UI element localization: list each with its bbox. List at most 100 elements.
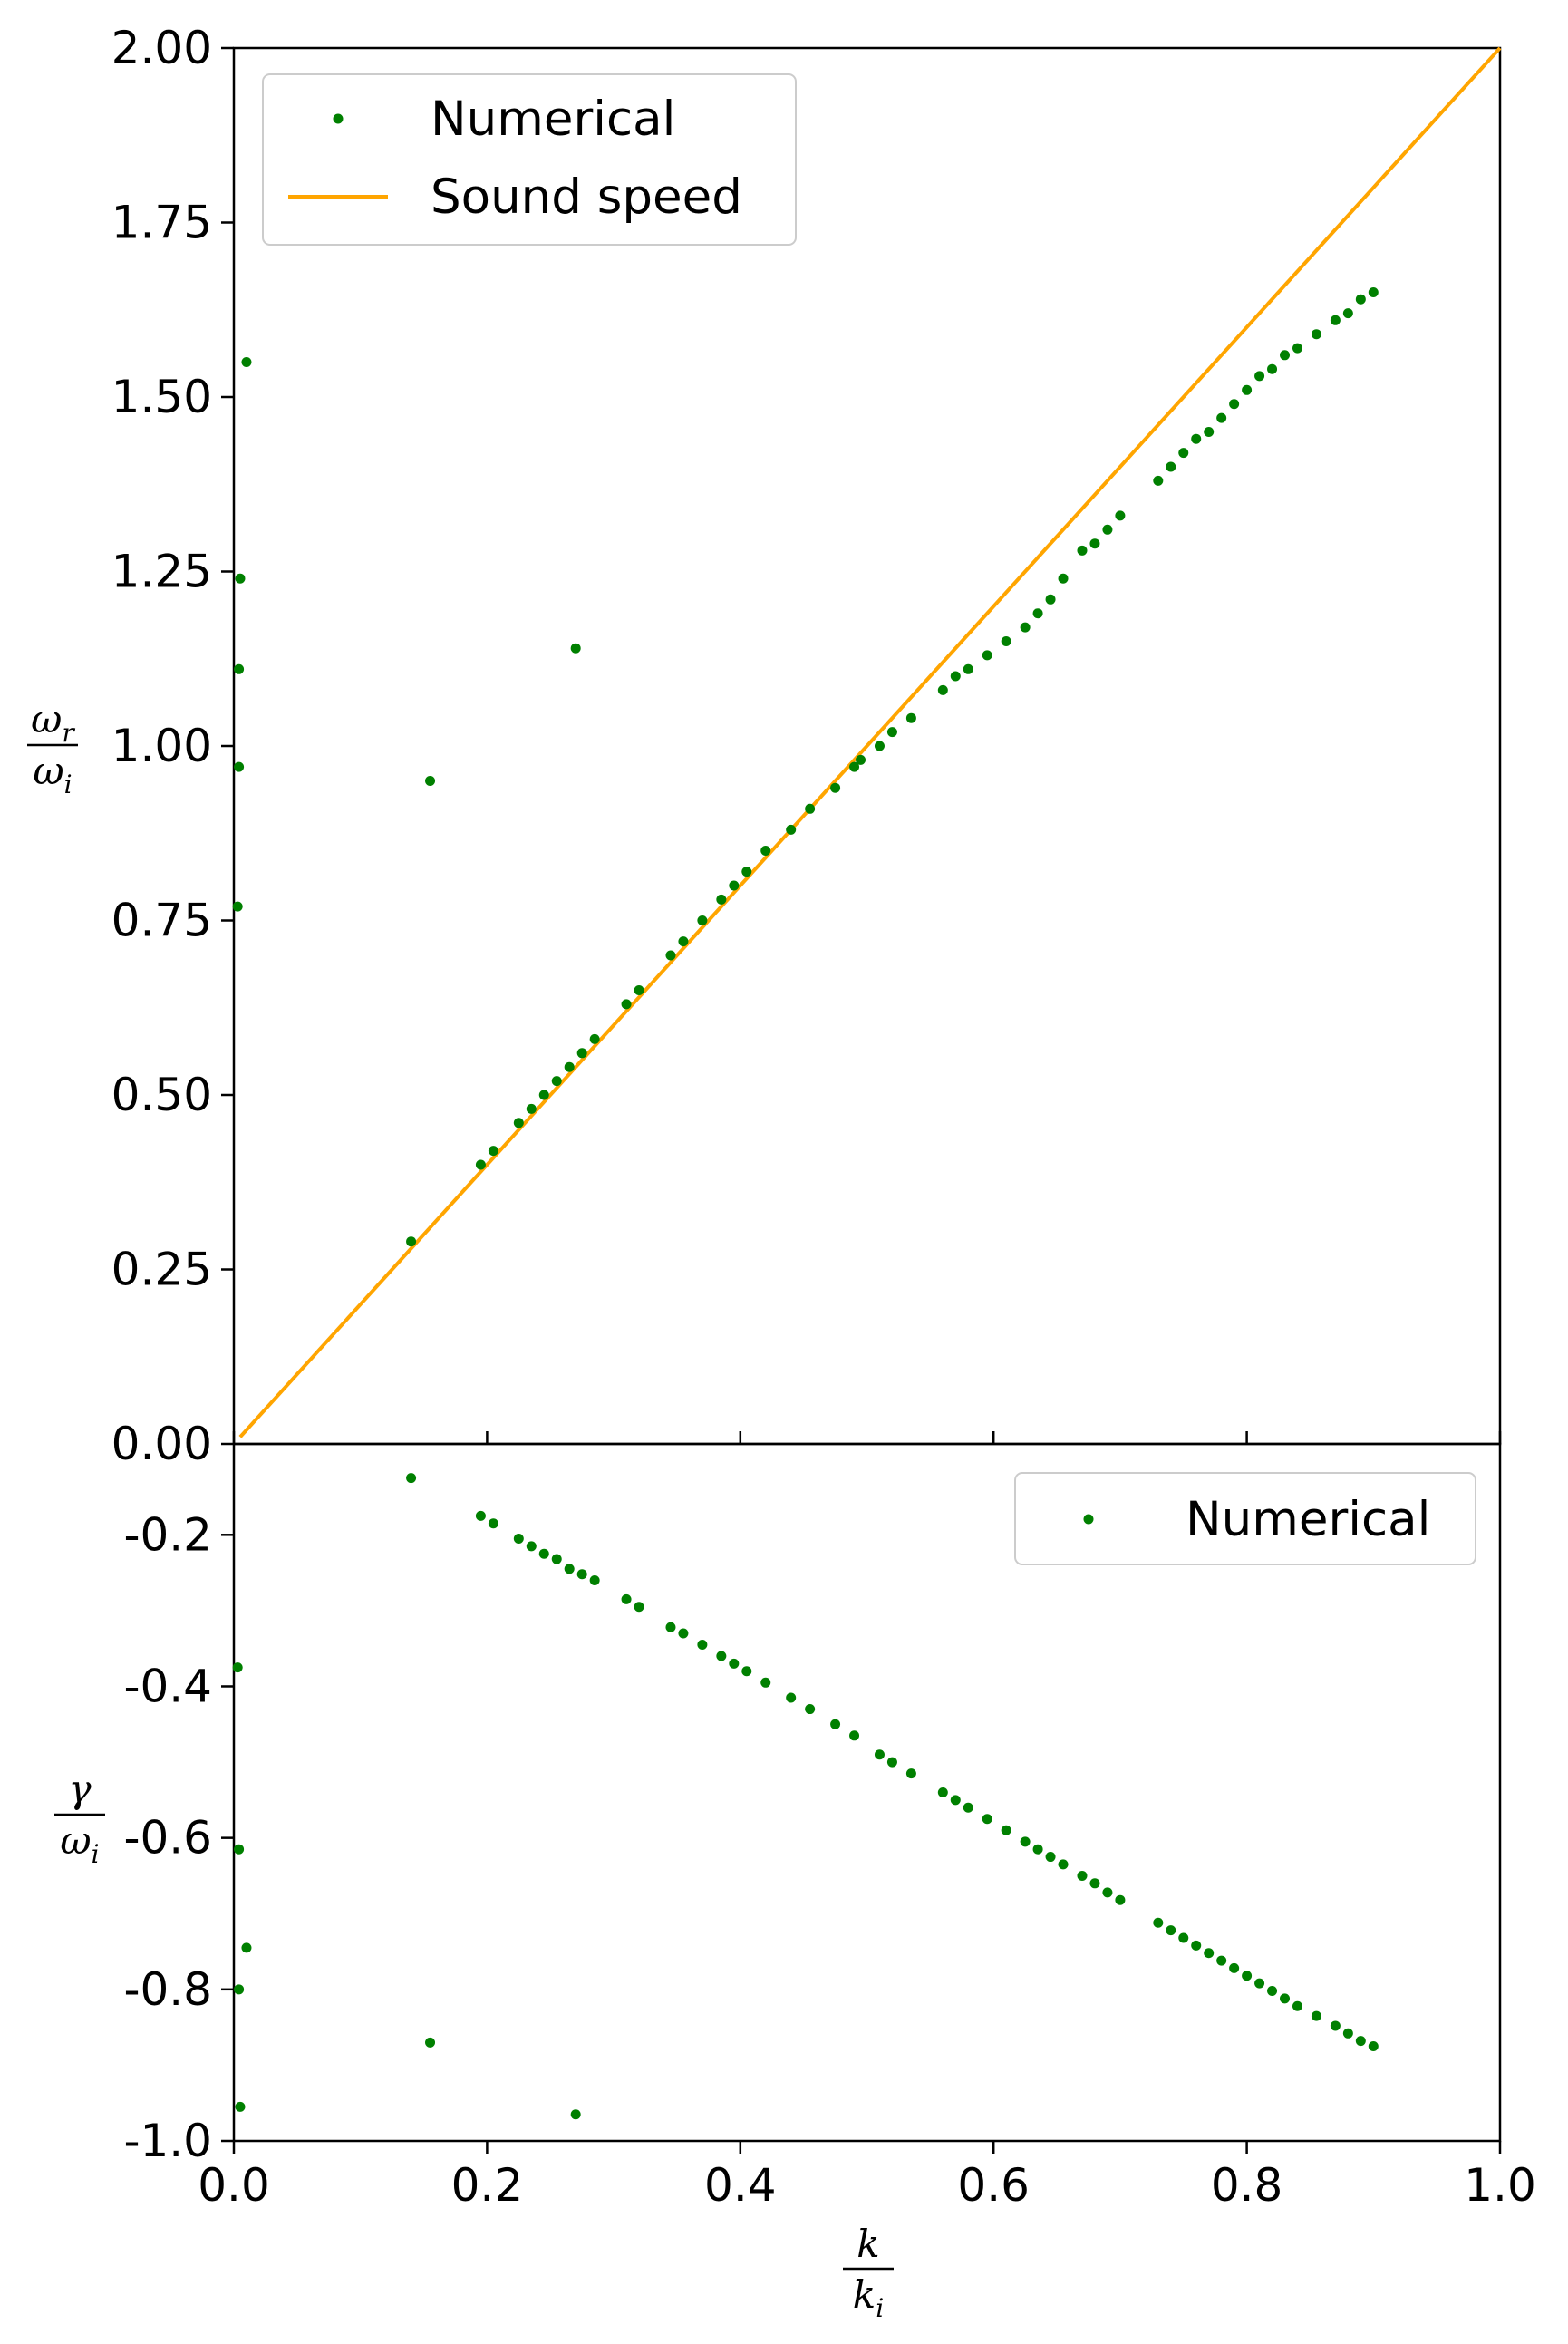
top-data-point <box>1166 461 1176 472</box>
top-data-point <box>874 741 885 751</box>
bottom-data-point <box>1254 1978 1265 1989</box>
bottom-data-point <box>425 2037 436 2048</box>
top-data-point <box>963 663 973 674</box>
top-data-point <box>697 915 708 925</box>
bottom-scatter-points <box>232 1473 1379 2120</box>
bottom-data-point <box>1311 2010 1321 2021</box>
bottom-data-point <box>621 1593 632 1604</box>
bottom-data-point <box>760 1677 771 1688</box>
bottom-legend-numerical-marker <box>1083 1514 1094 1525</box>
top-data-point <box>1077 545 1088 556</box>
top-data-point <box>1229 399 1240 410</box>
top-data-point <box>1267 363 1278 374</box>
top-data-point <box>526 1103 537 1114</box>
top-data-point <box>950 671 961 682</box>
top-data-point <box>1254 371 1265 382</box>
bottom-data-point <box>526 1541 537 1552</box>
bottom-data-point <box>551 1554 562 1564</box>
bottom-y-tick-label: -1.0 <box>123 2115 212 2167</box>
bottom-data-point <box>905 1768 916 1779</box>
bottom-data-point <box>1045 1852 1056 1863</box>
bottom-data-point <box>589 1574 600 1585</box>
top-data-point <box>234 663 245 674</box>
bottom-data-point <box>982 1814 992 1825</box>
top-y-tick-label: 1.00 <box>111 720 212 772</box>
top-data-point <box>488 1146 498 1157</box>
bottom-data-point <box>805 1704 816 1715</box>
top-y-tick-label: 1.75 <box>111 197 212 249</box>
bottom-data-point <box>963 1802 973 1813</box>
bottom-xlabel-denominator: ki <box>853 2272 884 2323</box>
top-y-tick-label: 0.25 <box>111 1244 212 1296</box>
bottom-xlabel-numerator: k <box>857 2222 879 2266</box>
bottom-data-point <box>570 2109 581 2120</box>
bottom-data-point <box>849 1730 860 1741</box>
bottom-data-point <box>729 1658 740 1669</box>
top-data-point <box>576 1048 587 1059</box>
top-legend-box <box>262 73 797 246</box>
top-y-tick-label: 1.50 <box>111 371 212 423</box>
top-data-point <box>1153 475 1164 486</box>
top-data-point <box>716 894 727 905</box>
top-y-tick-label: 0.75 <box>111 895 212 947</box>
top-data-point <box>1216 412 1227 423</box>
top-data-point <box>1292 343 1302 354</box>
bottom-ylabel-numerator: γ <box>68 1767 92 1811</box>
bottom-data-point <box>475 1510 486 1521</box>
top-scatter-points <box>232 287 1379 1247</box>
bottom-data-point <box>741 1666 752 1677</box>
top-legend: Numerical Sound speed <box>262 73 797 246</box>
bottom-y-tick-label: -0.4 <box>123 1660 212 1712</box>
bottom-data-point <box>634 1602 644 1613</box>
top-data-point <box>741 867 752 877</box>
top-data-point <box>1242 384 1253 395</box>
top-data-point <box>1368 287 1379 297</box>
top-ylabel-numerator: ωr <box>31 697 75 748</box>
top-data-point <box>475 1159 486 1170</box>
bottom-x-ticks: 0.0 0.2 0.4 0.6 0.8 1.0 <box>198 2141 1536 2212</box>
top-data-point <box>634 985 644 995</box>
top-data-point <box>1280 350 1291 361</box>
bottom-data-point <box>232 1662 243 1673</box>
bottom-data-point <box>1280 1993 1291 2004</box>
top-data-point <box>513 1118 524 1128</box>
top-data-point <box>1311 329 1321 340</box>
bottom-data-point <box>564 1564 575 1574</box>
bottom-data-point <box>786 1692 797 1703</box>
bottom-data-point <box>678 1628 689 1639</box>
top-data-point <box>678 936 689 947</box>
bottom-data-point <box>1032 1844 1043 1855</box>
bottom-data-point <box>1355 2036 1366 2047</box>
bottom-x-tick-label: 0.4 <box>704 2159 777 2212</box>
bottom-data-point <box>576 1569 587 1580</box>
bottom-data-point <box>1229 1962 1240 1973</box>
bottom-data-point <box>1166 1925 1176 1936</box>
bottom-legend-numerical-label: Numerical <box>1186 1492 1430 1547</box>
bottom-data-point <box>488 1518 498 1529</box>
bottom-data-point <box>1242 1971 1253 1981</box>
top-data-point <box>1342 308 1353 319</box>
top-data-point <box>805 803 816 814</box>
top-data-point <box>234 761 245 772</box>
top-y-tick-label: 1.25 <box>111 546 212 598</box>
top-y-tick-label: 2.00 <box>111 22 212 74</box>
top-data-point <box>425 776 436 786</box>
bottom-data-point <box>1115 1894 1126 1905</box>
bottom-data-point <box>1077 1870 1088 1881</box>
top-data-point <box>1204 427 1215 437</box>
bottom-legend: Numerical <box>1014 1472 1476 1565</box>
top-data-point <box>786 824 797 835</box>
bottom-plot-frame <box>232 1442 1502 2143</box>
sound-speed-series-line <box>238 46 1502 1438</box>
top-data-point <box>1089 538 1100 549</box>
bottom-data-point <box>1058 1859 1069 1870</box>
top-data-point <box>905 712 916 723</box>
bottom-y-tick-label: -0.6 <box>123 1812 212 1865</box>
top-ylabel-denominator: ωi <box>33 749 72 799</box>
bottom-data-point <box>1178 1932 1189 1943</box>
bottom-data-point <box>1089 1878 1100 1889</box>
top-legend-sound-speed-label: Sound speed <box>431 170 742 225</box>
top-data-point <box>1330 315 1341 325</box>
